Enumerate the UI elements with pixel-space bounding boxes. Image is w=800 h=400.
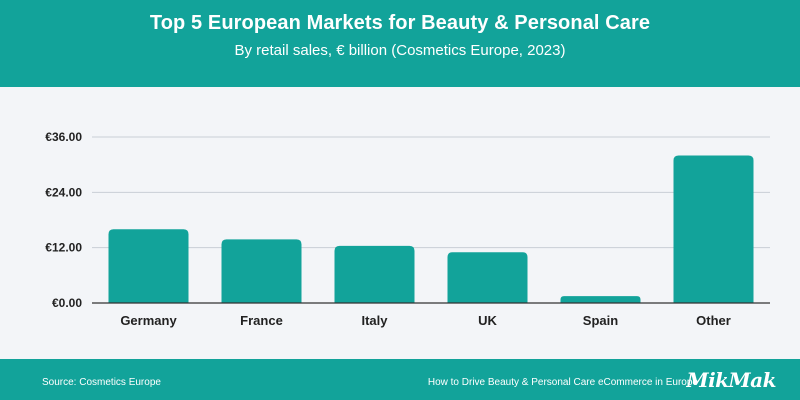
- y-tick-label: €12.00: [45, 241, 82, 255]
- x-tick-label: UK: [478, 313, 497, 328]
- x-tick-label: Germany: [120, 313, 177, 328]
- source-note: Source: Cosmetics Europe: [42, 377, 161, 388]
- bar-germany: [108, 229, 189, 303]
- bar-france: [221, 239, 302, 303]
- gridlines: [92, 136, 770, 249]
- article-title-note: How to Drive Beauty & Personal Care eCom…: [427, 377, 698, 388]
- footer-banner: Source: Cosmetics Europe How to Drive Be…: [0, 359, 800, 400]
- x-tick-label: France: [240, 313, 283, 328]
- brand-logo: MikMak: [686, 368, 776, 392]
- x-tick-label: Spain: [583, 313, 618, 328]
- bar-italy: [334, 245, 415, 303]
- bar-chart: €0.00 €12.00 €24.00 €36.00 Germany France Ital…: [45, 130, 770, 328]
- tick-labels: €0.00 €12.00 €24.00 €36.00 Germany France Ital…: [45, 130, 731, 328]
- y-tick-label: €36.00: [45, 130, 82, 144]
- x-tick-label: Other: [696, 313, 731, 328]
- bar-other: [673, 155, 754, 303]
- bars: [108, 155, 754, 303]
- y-tick-label: €0.00: [52, 296, 82, 310]
- bar-spain: [560, 296, 641, 303]
- chart-title: Top 5 European Markets for Beauty & Pers…: [149, 12, 651, 34]
- bar-uk: [447, 252, 528, 303]
- plot-background: [0, 87, 800, 359]
- header-banner: Top 5 European Markets for Beauty & Pers…: [0, 0, 800, 87]
- x-tick-label: Italy: [361, 313, 388, 328]
- y-tick-label: €24.00: [45, 185, 82, 199]
- chart-subtitle: By retail sales, € billion (Cosmetics Eu…: [234, 42, 566, 59]
